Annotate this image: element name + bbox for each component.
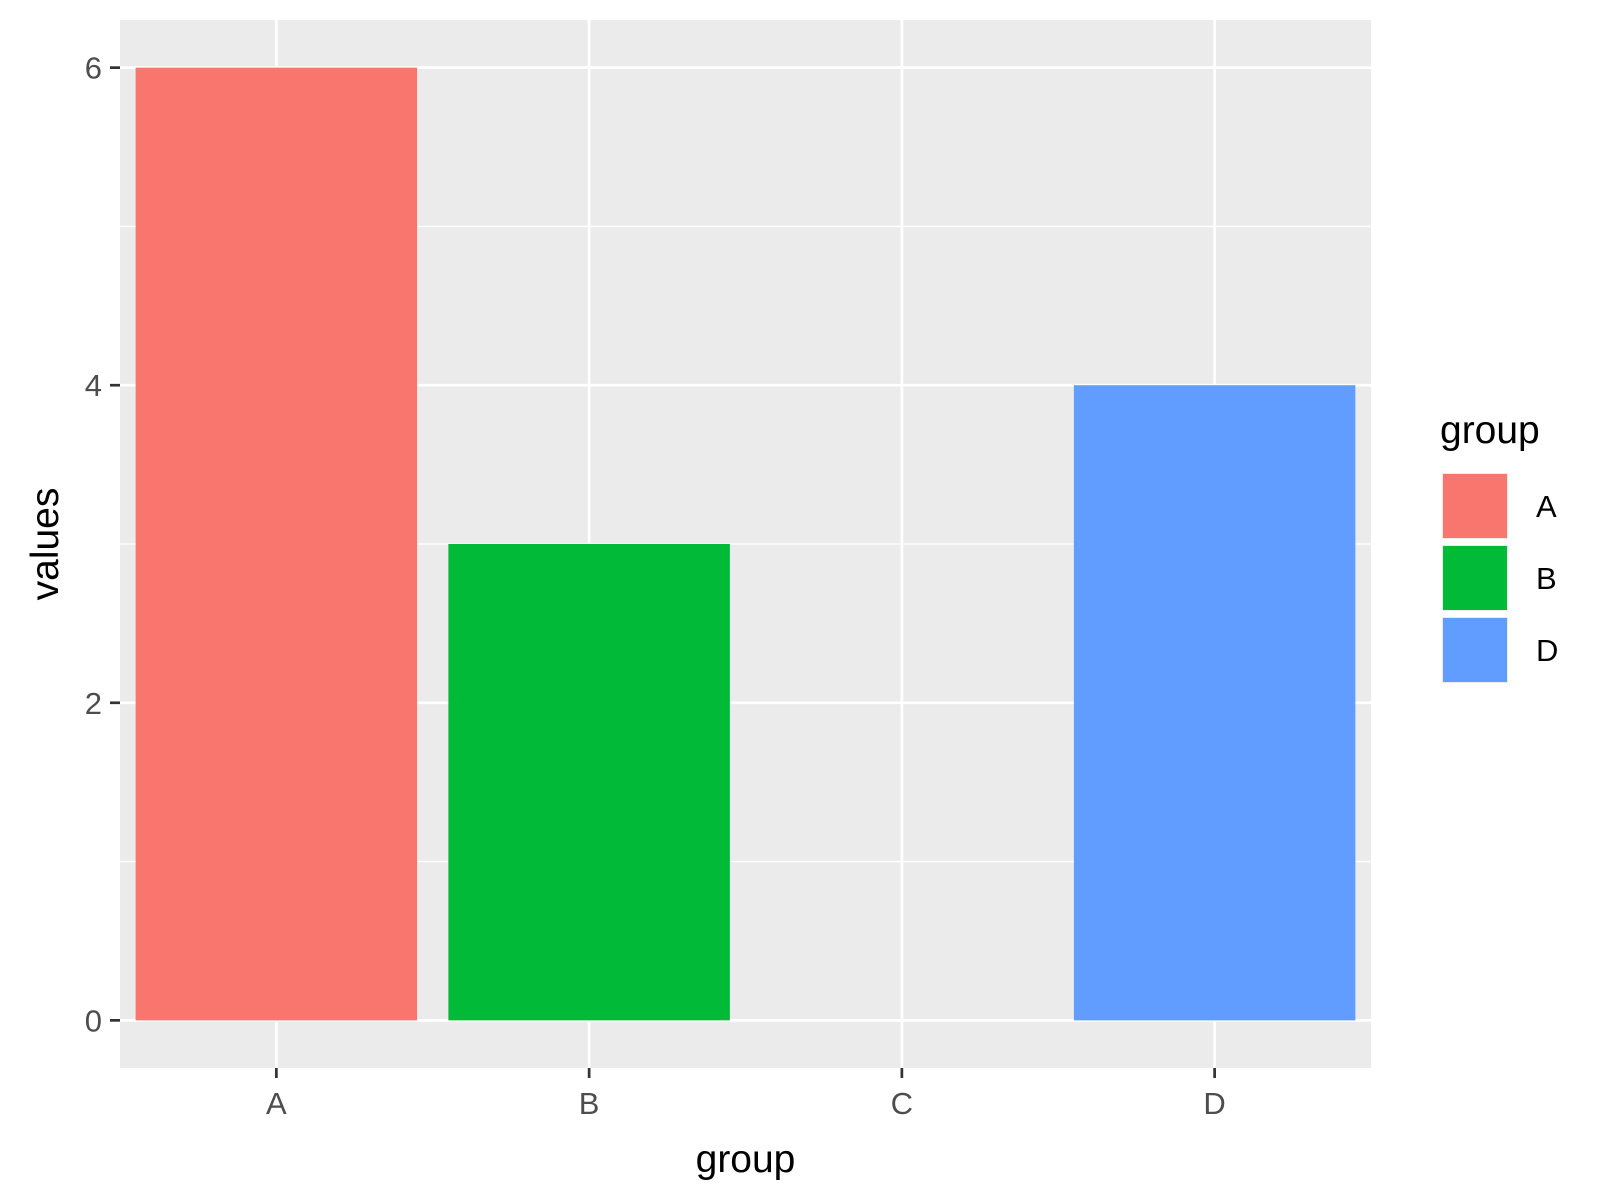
bar-d <box>1073 385 1356 1021</box>
x-tick-label: B <box>579 1086 600 1121</box>
x-axis: A B C D <box>266 1068 1226 1121</box>
legend-label-d: D <box>1536 633 1558 668</box>
y-tick-label: 6 <box>85 51 102 86</box>
legend-label-b: B <box>1536 561 1557 596</box>
legend-swatch-a <box>1443 474 1507 538</box>
y-tick-label: 4 <box>85 368 102 403</box>
x-tick-label: C <box>891 1086 913 1121</box>
legend-swatch-b <box>1443 546 1507 610</box>
x-axis-title: group <box>696 1138 796 1181</box>
y-axis: 0 2 4 6 <box>85 51 120 1038</box>
x-tick-label: D <box>1203 1086 1225 1121</box>
bar-b <box>448 544 730 1021</box>
legend: group A B D <box>1440 409 1558 683</box>
legend-swatch-d <box>1443 618 1507 682</box>
legend-title: group <box>1440 409 1540 452</box>
y-tick-label: 0 <box>85 1003 102 1038</box>
bar-a <box>135 67 418 1021</box>
legend-label-a: A <box>1536 489 1557 524</box>
y-tick-label: 2 <box>85 686 102 721</box>
x-tick-label: A <box>266 1086 287 1121</box>
y-axis-title: values <box>24 488 67 601</box>
bars <box>135 67 1356 1021</box>
